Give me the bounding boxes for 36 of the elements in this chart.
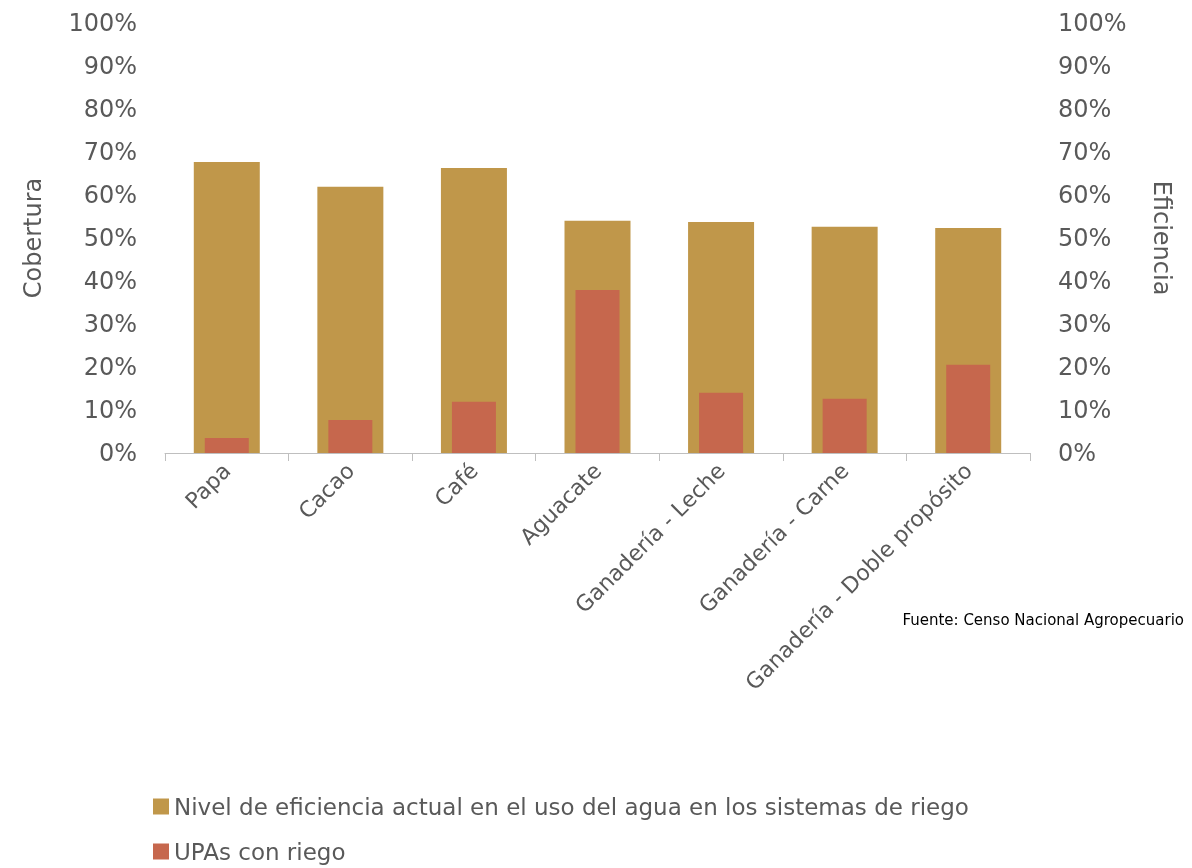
y-tick-label: 50% <box>83 224 137 252</box>
legend-label: UPAs con riego <box>174 838 346 865</box>
bar <box>204 437 249 453</box>
y2-tick-label: 30% <box>1058 310 1112 338</box>
bar <box>193 161 260 453</box>
y2-tick-label: 20% <box>1058 353 1112 381</box>
y-axis-title: Cobertura <box>19 177 47 299</box>
y2-tick-label: 10% <box>1058 396 1112 424</box>
y2-tick-label: 50% <box>1058 224 1112 252</box>
y2-tick-label: 100% <box>1058 9 1127 37</box>
y2-tick-label: 40% <box>1058 267 1112 295</box>
y-tick-label: 90% <box>83 52 137 80</box>
bar <box>575 290 620 453</box>
y-tick-label: 80% <box>83 95 137 123</box>
y2-tick-label: 80% <box>1058 95 1112 123</box>
y-tick-label: 10% <box>83 396 137 424</box>
bar <box>451 401 496 453</box>
bar <box>317 186 384 453</box>
y2-tick-label: 90% <box>1058 52 1112 80</box>
bar <box>699 392 744 453</box>
y2-tick-label: 0% <box>1058 439 1097 467</box>
y2-tick-label: 70% <box>1058 138 1112 166</box>
y-tick-label: 70% <box>83 138 137 166</box>
source-note: Fuente: Censo Nacional Agropecuario <box>902 610 1185 629</box>
bar <box>946 364 991 453</box>
y-tick-label: 20% <box>83 353 137 381</box>
y-tick-label: 0% <box>98 439 137 467</box>
y-tick-label: 30% <box>83 310 137 338</box>
bar <box>328 419 373 453</box>
y2-tick-label: 60% <box>1058 181 1112 209</box>
bar <box>822 398 867 453</box>
y-tick-label: 100% <box>68 9 137 37</box>
y-tick-label: 40% <box>83 267 137 295</box>
y-tick-label: 60% <box>83 181 137 209</box>
y2-axis-title: Eficiencia <box>1148 180 1176 296</box>
legend-label: Nivel de eficiencia actual en el uso del agua en los sistemas de riego <box>174 793 969 820</box>
